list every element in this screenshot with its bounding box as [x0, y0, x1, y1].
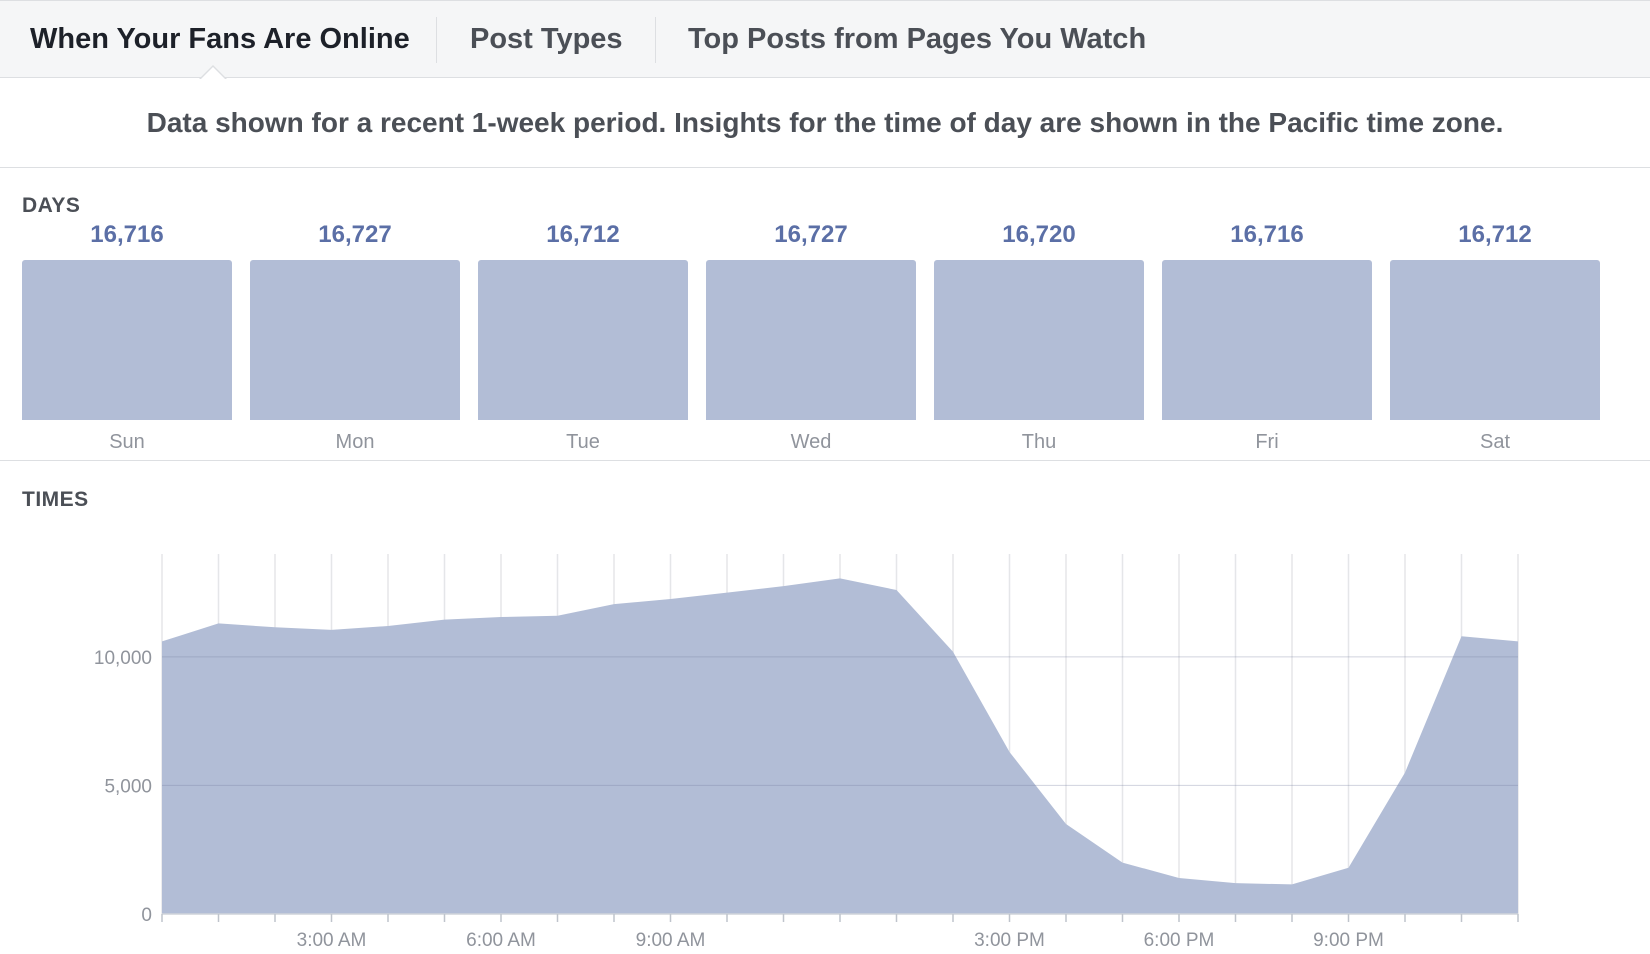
day-value-label: 16,727 [318, 221, 392, 248]
x-tick-label: 6:00 PM [1144, 930, 1215, 951]
day-column-tue[interactable]: 16,712 Tue [478, 218, 688, 458]
day-value-label: 16,720 [1002, 221, 1076, 248]
day-column-mon[interactable]: 16,727 Mon [250, 218, 460, 458]
day-column-thu[interactable]: 16,720 Thu [934, 218, 1144, 458]
day-category-label: Sun [109, 431, 145, 453]
y-tick-label: 10,000 [94, 648, 152, 669]
x-tick-label: 3:00 AM [297, 930, 367, 951]
day-bar[interactable] [706, 260, 916, 420]
day-category-label: Thu [1021, 431, 1057, 453]
tab-separator [436, 17, 437, 63]
day-value-label: 16,716 [1230, 221, 1304, 248]
day-category-label: Sat [1479, 431, 1511, 453]
days-section-label: DAYS [22, 194, 81, 217]
times-area-series [162, 578, 1518, 914]
day-bar[interactable] [1390, 260, 1600, 420]
section-divider [0, 460, 1650, 461]
data-period-notice: Data shown for a recent 1-week period. I… [0, 78, 1650, 168]
times-section-label: TIMES [22, 488, 89, 511]
day-category-label: Fri [1255, 431, 1279, 453]
tab-post-types[interactable]: Post Types [470, 23, 623, 55]
day-value-label: 16,712 [1458, 221, 1532, 248]
day-value-label: 16,716 [90, 221, 164, 248]
day-bar[interactable] [934, 260, 1144, 420]
tab-separator [655, 17, 656, 63]
day-category-label: Mon [335, 431, 375, 453]
tab-when-fans-online[interactable]: When Your Fans Are Online [30, 23, 410, 55]
day-column-sat[interactable]: 16,712 Sat [1390, 218, 1600, 458]
day-column-wed[interactable]: 16,727 Wed [706, 218, 916, 458]
day-value-label: 16,712 [546, 221, 620, 248]
day-category-label: Wed [790, 431, 832, 453]
day-value-label: 16,727 [774, 221, 848, 248]
day-bar[interactable] [478, 260, 688, 420]
day-column-fri[interactable]: 16,716 Fri [1162, 218, 1372, 458]
day-bar[interactable] [22, 260, 232, 420]
y-tick-label: 5,000 [104, 776, 152, 797]
active-tab-pointer-fill [200, 67, 226, 80]
day-bar[interactable] [250, 260, 460, 420]
y-tick-label: 0 [141, 905, 152, 926]
tab-top-posts[interactable]: Top Posts from Pages You Watch [688, 23, 1147, 55]
day-category-label: Tue [566, 431, 600, 453]
x-tick-label: 9:00 AM [636, 930, 706, 951]
x-tick-label: 3:00 PM [974, 930, 1045, 951]
day-bar[interactable] [1162, 260, 1372, 420]
times-area-chart: 0 5,000 10,000 3:00 AM 6:00 AM 9:00 AM 3:00 PM… [94, 554, 1519, 951]
tab-bar: When Your Fans Are Online Post Types Top… [0, 0, 1650, 80]
day-column-sun[interactable]: 16,716 Sun [22, 218, 232, 458]
x-tick-label: 9:00 PM [1313, 930, 1384, 951]
x-tick-label: 6:00 AM [466, 930, 536, 951]
